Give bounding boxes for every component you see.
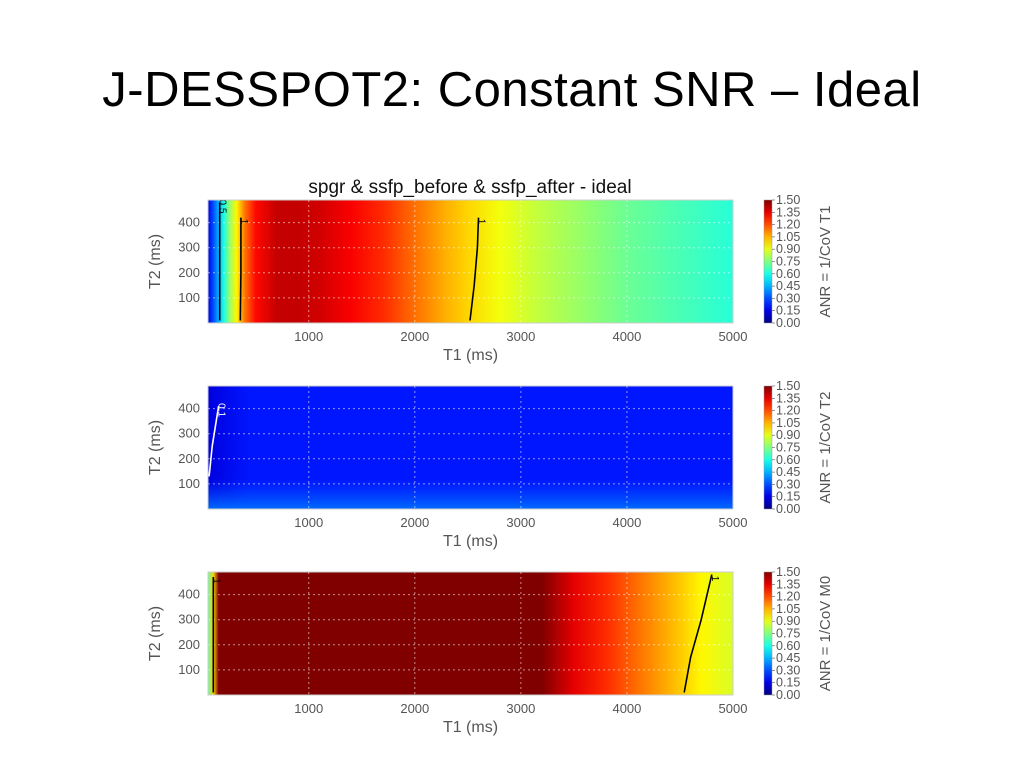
colorbar-tick-label: 0.60	[776, 267, 800, 281]
colorbar-tick-label: 0.75	[776, 627, 800, 641]
heatmap-panel-2: 0.1 1000 2000 3000 4000 5000 100 200 300 400 T1 (m…	[147, 379, 834, 550]
heatmap-field	[208, 200, 733, 323]
colorbar-tick-label: 0.90	[776, 242, 800, 256]
y-tick-label: 400	[178, 401, 200, 416]
colorbar-tick-label: 0.60	[776, 639, 800, 653]
y-tick-label: 300	[178, 240, 200, 255]
y-tick-label: 300	[178, 426, 200, 441]
colorbar-tick-label: 1.05	[776, 230, 800, 244]
colorbar-tick-label: 1.35	[776, 577, 800, 591]
heatmap-low-t2-band	[208, 386, 733, 509]
plot-frame	[207, 385, 734, 510]
heatmap-panel-1: 0.5 1 1 1000 2000 3000 4000 5000 100 200 300 400 T1 …	[147, 193, 834, 364]
x-axis-label: T1 (ms)	[443, 719, 498, 736]
colorbar-tick-label: 0.30	[776, 291, 800, 305]
heatmap-field	[208, 572, 733, 695]
y-tick-label: 200	[178, 451, 200, 466]
colorbar	[763, 199, 773, 324]
x-tick-label: 5000	[719, 701, 748, 716]
colorbar-tick-label: 0.45	[776, 465, 800, 479]
colorbar	[763, 385, 773, 510]
x-tick-label: 5000	[719, 515, 748, 530]
contour-label: 1	[709, 576, 720, 582]
x-tick-label: 5000	[719, 329, 748, 344]
y-tick-label: 200	[178, 637, 200, 652]
y-tick-label: 100	[178, 290, 200, 305]
y-axis-label: T2 (ms)	[147, 420, 164, 475]
colorbar-tick-label: 0.30	[776, 663, 800, 677]
colorbar-tick-label: 1.20	[776, 404, 800, 418]
x-tick-label: 2000	[400, 701, 429, 716]
y-axis-label: T2 (ms)	[147, 234, 164, 289]
contour-label: 0.5	[217, 200, 228, 214]
colorbar-label: ANR = 1/CoV T2	[817, 392, 834, 504]
plot-frame	[207, 199, 734, 324]
colorbar-tick-label: 1.50	[776, 193, 800, 207]
colorbar-tick-label: 0.75	[776, 441, 800, 455]
colorbar-tick-label: 0.00	[776, 688, 800, 702]
colorbar-tick-label: 0.75	[776, 255, 800, 269]
y-tick-label: 200	[178, 265, 200, 280]
colorbar-tick-label: 1.05	[776, 416, 800, 430]
contour-label: 1	[238, 219, 249, 225]
x-tick-label: 4000	[612, 329, 641, 344]
colorbar-tick-label: 0.45	[776, 279, 800, 293]
colorbar-tick-label: 0.90	[776, 614, 800, 628]
plot-frame	[207, 571, 734, 696]
x-tick-label: 3000	[506, 329, 535, 344]
contour-line	[239, 217, 242, 321]
x-tick-label: 3000	[506, 701, 535, 716]
contour-label: 1	[475, 219, 486, 225]
colorbar-tick-label: 0.90	[776, 428, 800, 442]
x-tick-label: 4000	[612, 701, 641, 716]
slide-title: J-DESSPOT2: Constant SNR – Ideal	[102, 63, 922, 117]
y-tick-label: 100	[178, 476, 200, 491]
colorbar-tick-label: 1.20	[776, 218, 800, 232]
colorbar-tick-label: 1.35	[776, 391, 800, 405]
x-axis-label: T1 (ms)	[443, 533, 498, 550]
x-axis-label: T1 (ms)	[443, 347, 498, 364]
colorbar-tick-label: 1.20	[776, 590, 800, 604]
colorbar-tick-label: 0.15	[776, 676, 800, 690]
colorbar-tick-label: 0.45	[776, 651, 800, 665]
contour-label: 1	[210, 578, 221, 584]
x-tick-label: 1000	[294, 329, 323, 344]
x-tick-label: 3000	[506, 515, 535, 530]
colorbar-tick-label: 0.00	[776, 502, 800, 516]
contour-label: 0.1	[216, 403, 227, 417]
colorbar	[763, 571, 773, 696]
y-axis-label: T2 (ms)	[147, 606, 164, 661]
x-tick-label: 1000	[294, 701, 323, 716]
figure-title: spgr & ssfp_before & ssfp_after - ideal	[308, 177, 631, 198]
y-tick-label: 400	[178, 587, 200, 602]
colorbar-tick-label: 0.15	[776, 304, 800, 318]
colorbar-tick-label: 0.30	[776, 477, 800, 491]
y-tick-label: 100	[178, 662, 200, 677]
contour-line	[683, 574, 713, 693]
colorbar-tick-label: 0.60	[776, 453, 800, 467]
colorbar-tick-label: 1.50	[776, 565, 800, 579]
colorbar-tick-label: 1.35	[776, 205, 800, 219]
y-tick-label: 400	[178, 215, 200, 230]
y-tick-label: 300	[178, 612, 200, 627]
colorbar-tick-label: 1.05	[776, 602, 800, 616]
heatmap-panel-3: 1 1 1000 2000 3000 4000 5000 100 200 300 400 T1 (ms…	[147, 565, 834, 736]
x-tick-label: 4000	[612, 515, 641, 530]
x-tick-label: 2000	[400, 515, 429, 530]
colorbar-label: ANR = 1/CoV M0	[817, 576, 834, 691]
colorbar-label: ANR = 1/CoV T1	[817, 206, 834, 318]
x-tick-label: 1000	[294, 515, 323, 530]
contour-line	[469, 217, 480, 321]
colorbar-tick-label: 1.50	[776, 379, 800, 393]
colorbar-tick-label: 0.15	[776, 490, 800, 504]
contour-line	[208, 405, 220, 477]
x-tick-label: 2000	[400, 329, 429, 344]
colorbar-tick-label: 0.00	[776, 316, 800, 330]
